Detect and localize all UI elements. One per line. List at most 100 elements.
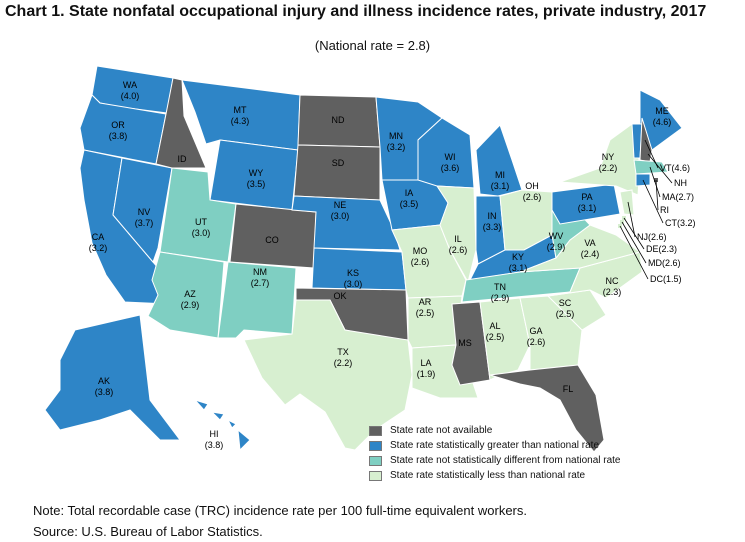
state-value-mi: (3.1) [491, 181, 510, 191]
callout-line-md [621, 221, 647, 264]
callout-label-ct: CT(3.2) [665, 218, 696, 228]
state-value-mn: (3.2) [387, 142, 406, 152]
state-label-ms: MS [458, 338, 472, 348]
state-value-ut: (3.0) [192, 228, 211, 238]
state-label-nv: NV [138, 207, 151, 217]
callout-label-ri: RI [660, 205, 669, 215]
state-value-mt: (4.3) [231, 116, 250, 126]
state-label-nm: NM [253, 267, 267, 277]
state-value-mo: (2.6) [411, 257, 430, 267]
state-label-oh: OH [525, 181, 539, 191]
callout-line-nj [627, 201, 636, 238]
state-label-ny: NY [602, 152, 615, 162]
state-value-pa: (3.1) [578, 203, 597, 213]
legend-swatch-less [369, 470, 382, 481]
callout-line-nh [647, 153, 673, 184]
legend-label-greater: State rate statistically greater than na… [390, 440, 600, 451]
state-label-mo: MO [413, 246, 428, 256]
state-nm [217, 261, 297, 339]
state-value-tx: (2.2) [334, 358, 353, 368]
legend-item-greater: State rate statistically greater than na… [369, 438, 621, 453]
state-value-sc: (2.5) [556, 309, 575, 319]
legend-label-na: State rate not available [390, 425, 493, 436]
callout-line-dc [619, 225, 649, 280]
state-label-ak: AK [98, 376, 110, 386]
state-label-ut: UT [195, 217, 207, 227]
state-nj [619, 189, 635, 216]
callout-label-de: DE(2.3) [646, 244, 677, 254]
state-label-sc: SC [559, 298, 572, 308]
callout-label-nh: NH [674, 178, 687, 188]
state-label-ok: OK [333, 291, 346, 301]
state-label-pa: PA [581, 192, 592, 202]
state-label-ia: IA [405, 188, 414, 198]
chart-subtitle: (National rate = 2.8) [314, 38, 431, 53]
state-tx [243, 299, 413, 451]
callout-label-dc: DC(1.5) [650, 274, 682, 284]
state-label-wa: WA [123, 80, 137, 90]
state-label-ks: KS [347, 268, 359, 278]
callout-line-de [623, 217, 645, 250]
legend-swatch-not-different [369, 455, 382, 466]
state-ma [633, 159, 669, 175]
chart-note: Note: Total recordable case (TRC) incide… [33, 503, 527, 518]
state-label-nc: NC [606, 276, 619, 286]
state-label-mt: MT [234, 105, 247, 115]
callout-line-ri [655, 179, 659, 211]
callout-line-ma [649, 166, 661, 198]
state-ak [44, 314, 181, 441]
state-ne [291, 195, 401, 251]
state-label-ar: AR [419, 297, 432, 307]
state-value-va: (2.4) [581, 249, 600, 259]
state-value-tn: (2.9) [491, 293, 510, 303]
state-label-ca: CA [92, 232, 105, 242]
state-label-mi: MI [495, 170, 505, 180]
callout-line-ct [642, 179, 664, 224]
legend-item-not-different: State rate not statistically different f… [369, 453, 621, 468]
state-az [147, 251, 225, 339]
state-value-az: (2.9) [181, 300, 200, 310]
state-value-wa: (4.0) [121, 91, 140, 101]
state-sd [293, 144, 381, 201]
state-value-nm: (2.7) [251, 278, 270, 288]
state-label-ga: GA [529, 326, 542, 336]
state-label-az: AZ [184, 289, 196, 299]
state-label-ky: KY [512, 252, 524, 262]
legend-item-na: State rate not available [369, 423, 621, 438]
callout-label-nj: NJ(2.6) [637, 232, 667, 242]
state-label-al: AL [489, 321, 500, 331]
state-label-hi: HI [210, 429, 219, 439]
state-label-va: VA [584, 238, 595, 248]
legend: State rate not available State rate stat… [369, 423, 621, 483]
state-value-ks: (3.0) [344, 279, 363, 289]
chart-source: Source: U.S. Bureau of Labor Statistics. [33, 524, 263, 539]
state-value-ar: (2.5) [416, 308, 435, 318]
callout-label-vt: VT(4.6) [660, 163, 690, 173]
state-id [155, 77, 207, 169]
state-label-ne: NE [334, 200, 347, 210]
legend-swatch-greater [369, 440, 382, 451]
state-value-nv: (3.7) [135, 218, 154, 228]
legend-label-not-different: State rate not statistically different f… [390, 455, 621, 466]
state-mt [181, 79, 301, 151]
state-value-oh: (2.6) [523, 192, 542, 202]
state-label-co: CO [265, 235, 279, 245]
state-label-or: OR [111, 120, 125, 130]
state-label-tn: TN [494, 282, 506, 292]
state-value-in: (3.3) [483, 222, 502, 232]
legend-label-less: State rate statistically less than natio… [390, 470, 586, 481]
callout-label-ma: MA(2.7) [662, 192, 694, 202]
state-value-ga: (2.6) [527, 337, 546, 347]
state-value-ia: (3.5) [400, 199, 419, 209]
state-value-hi: (3.8) [205, 440, 224, 450]
state-value-ny: (2.2) [599, 163, 618, 173]
state-label-wi: WI [445, 152, 456, 162]
state-value-ca: (3.2) [89, 243, 108, 253]
state-value-ak: (3.8) [95, 387, 114, 397]
state-label-wv: WV [549, 231, 564, 241]
state-value-il: (2.6) [449, 245, 468, 255]
state-hi [193, 398, 251, 452]
state-label-in: IN [488, 211, 497, 221]
legend-swatch-na [369, 425, 382, 436]
state-il [436, 185, 477, 284]
